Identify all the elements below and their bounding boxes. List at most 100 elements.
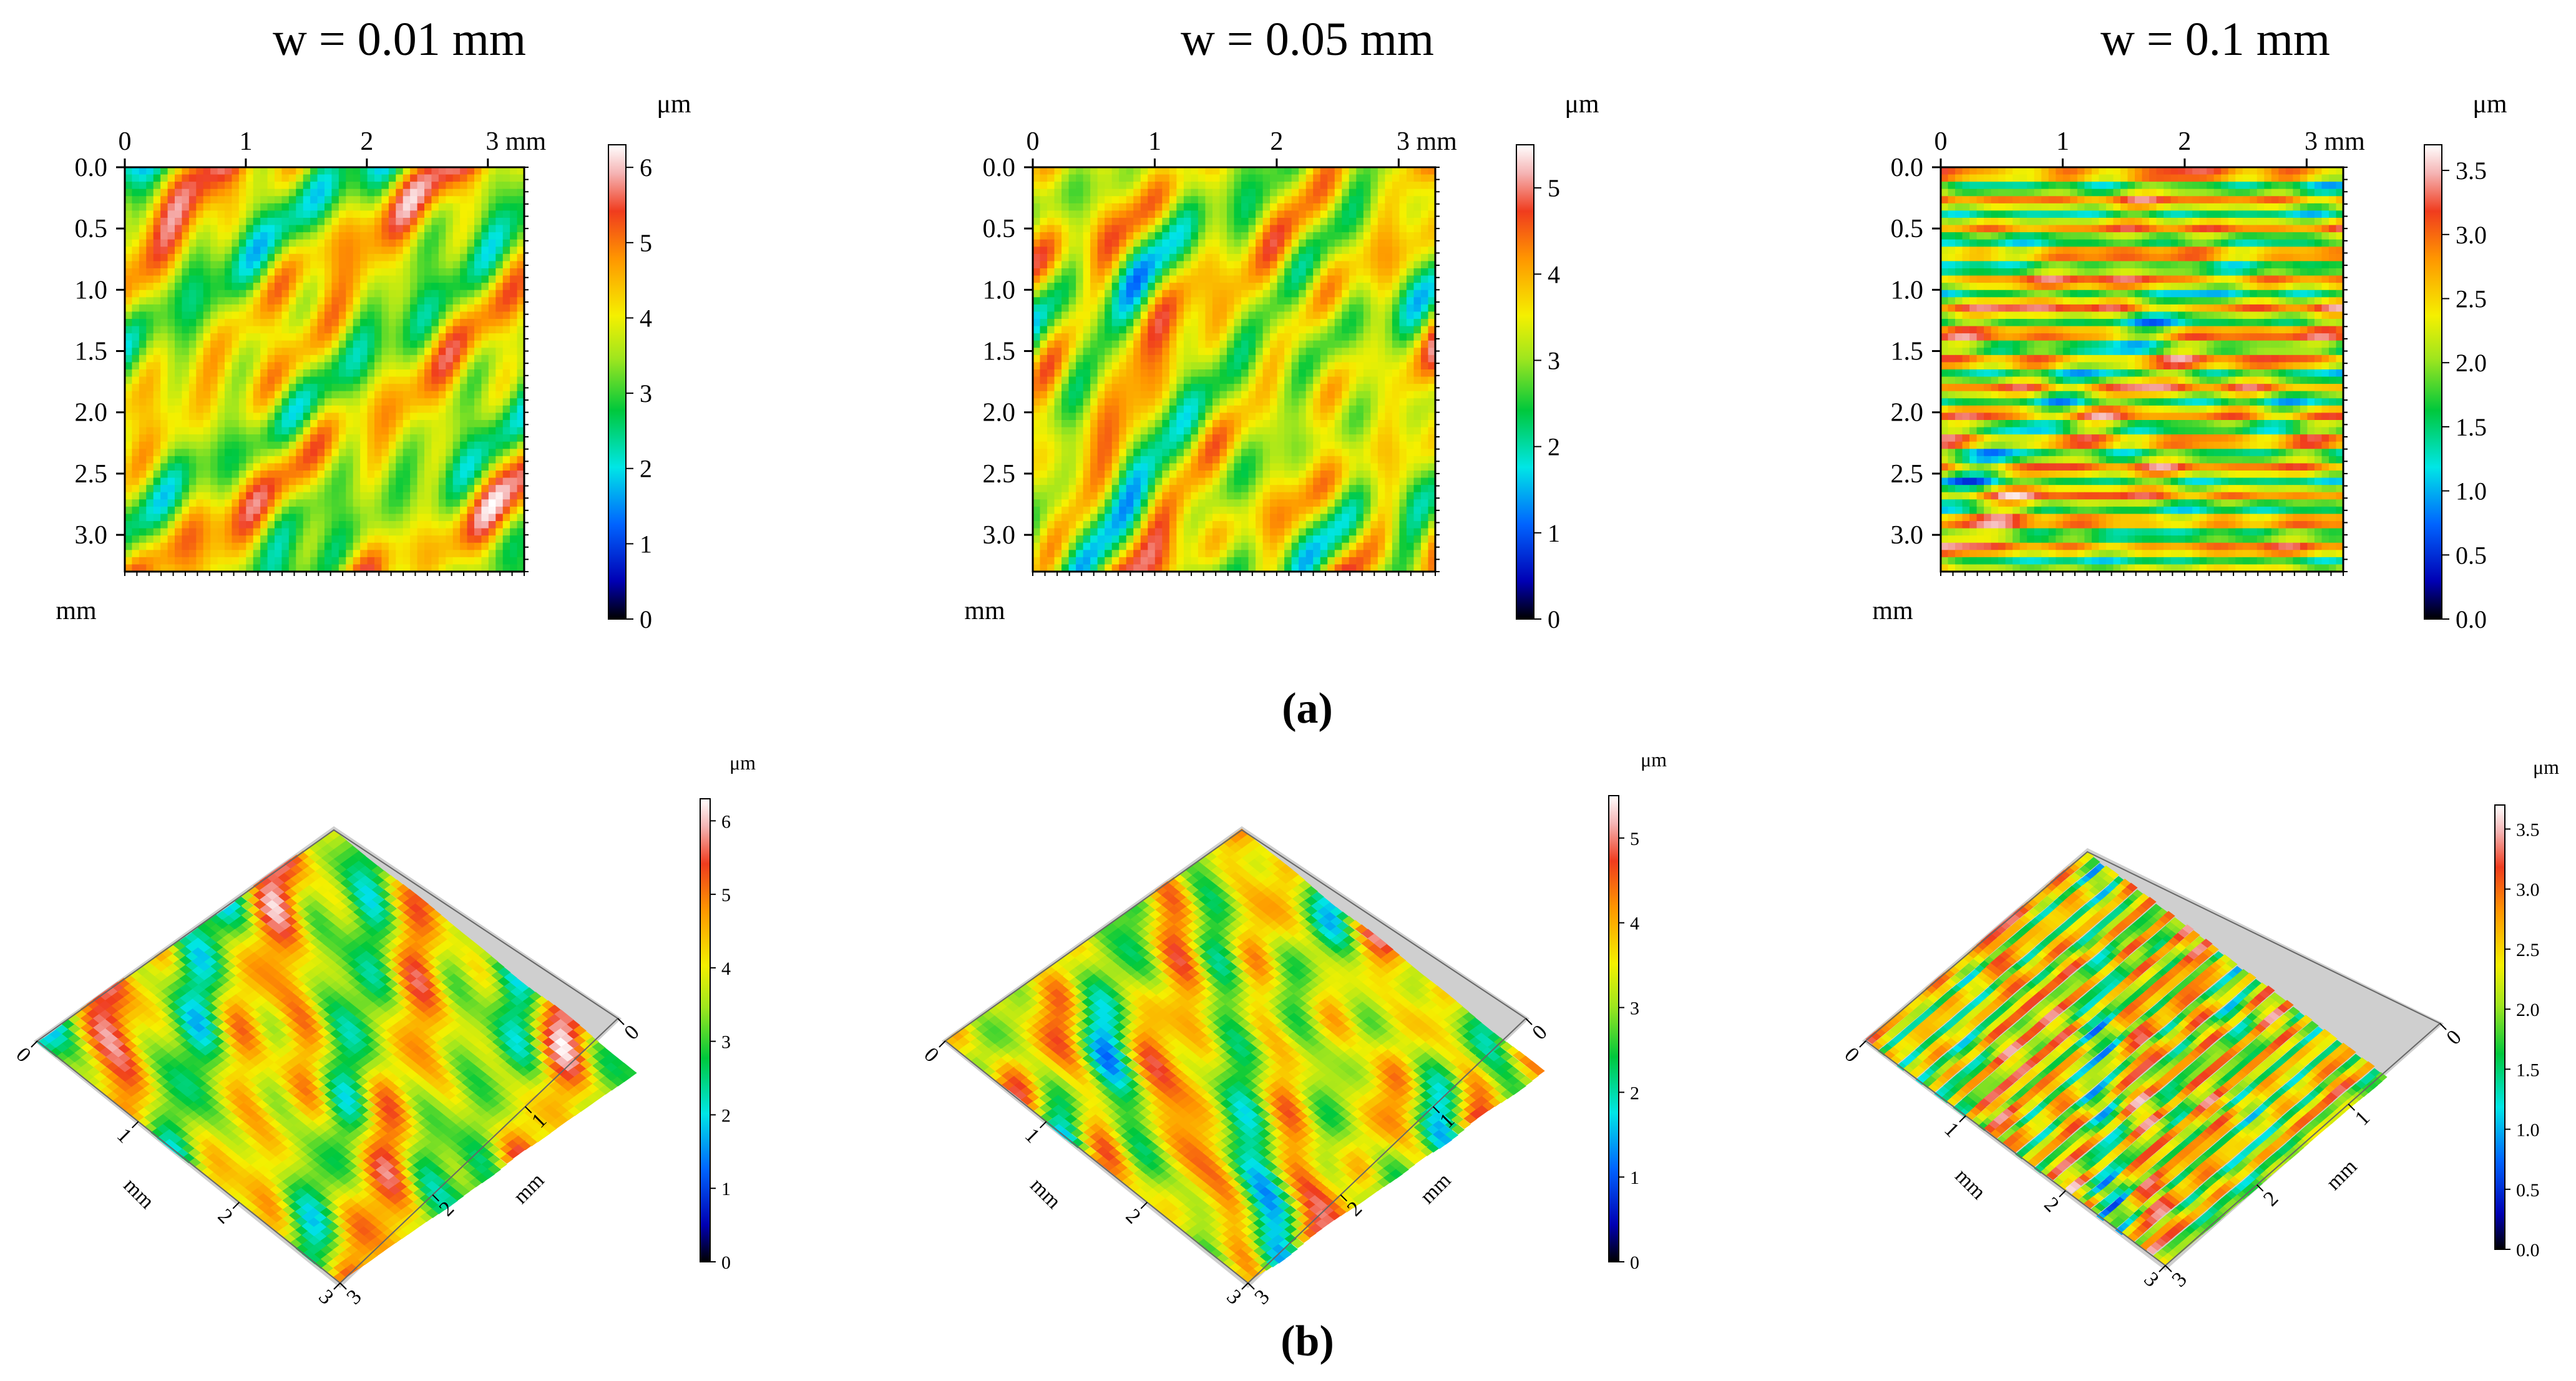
heatmap-cell (246, 232, 254, 240)
heatmap-cell (238, 499, 246, 507)
heatmap-cell (139, 557, 147, 565)
heatmap-cell (153, 471, 161, 479)
heatmap-cell (381, 528, 389, 536)
heatmap-cell (446, 319, 454, 327)
heatmap-cell (203, 311, 211, 320)
heatmap-cell (1111, 290, 1120, 298)
heatmap-cell (317, 218, 325, 226)
heatmap-cell (474, 420, 482, 428)
heatmap-cell (1105, 340, 1113, 348)
heatmap-cell (310, 564, 318, 572)
heatmap-cell (402, 196, 411, 204)
heatmap-cell (310, 333, 318, 341)
heatmap-cell (225, 348, 233, 356)
heatmap-cell (410, 405, 418, 414)
heatmap-cell (374, 550, 383, 558)
heatmap-cell (188, 557, 197, 565)
heatmap-cell (1377, 167, 1385, 175)
heatmap-cell (488, 182, 496, 190)
heatmap-cell (1183, 326, 1191, 334)
heatmap-cell (153, 564, 161, 572)
heatmap-cell (310, 218, 318, 226)
heatmap-cell (467, 420, 475, 428)
heatmap-cell (396, 514, 404, 522)
heatmap-cell (296, 333, 304, 341)
heatmap-cell (139, 232, 147, 240)
heatmap-cell (1363, 182, 1371, 190)
heatmap-cell (132, 398, 140, 406)
heatmap-cell (1040, 340, 1048, 348)
heatmap-cell (1349, 275, 1357, 283)
heatmap-cell (1191, 261, 1199, 269)
colorbar-tick-label: 3 (640, 379, 652, 407)
y-unit-label: mm (56, 597, 97, 625)
heatmap-cell (1083, 218, 1091, 226)
heatmap-cell (281, 449, 290, 457)
heatmap-cell (1226, 304, 1235, 313)
heatmap-cell (481, 218, 489, 226)
heatmap-cell (1133, 290, 1141, 298)
heatmap-cell (1385, 182, 1393, 190)
heatmap-cell (210, 506, 218, 515)
heatmap-cell (396, 218, 404, 226)
heatmap-cell (210, 420, 218, 428)
heatmap-cell (431, 398, 439, 406)
heatmap-cell (396, 333, 404, 341)
heatmap-cell (1234, 174, 1242, 182)
heatmap-cell (381, 319, 389, 327)
heatmap-cell (1299, 304, 1307, 313)
heatmap-cell (275, 420, 283, 428)
heatmap-cell (139, 174, 147, 182)
heatmap-cell (396, 340, 404, 348)
heatmap-cell (517, 412, 525, 421)
heatmap-cell (1270, 239, 1278, 247)
heatmap-cell (1363, 340, 1371, 348)
heatmap-cell (1105, 275, 1113, 283)
heatmap-cell (510, 471, 518, 479)
heatmap-cell (1270, 362, 1278, 370)
heatmap-cell (396, 542, 404, 550)
heatmap-cell (338, 506, 346, 515)
heatmap-cell (431, 268, 439, 276)
heatmap-cell (1033, 203, 1041, 212)
heatmap-cell (146, 398, 154, 406)
heatmap-cell (260, 203, 268, 212)
heatmap-cell (331, 326, 339, 334)
heatmap-cell (203, 550, 211, 558)
heatmap-cell (196, 290, 204, 298)
heatmap-cell (481, 420, 489, 428)
heatmap-cell (1140, 253, 1148, 262)
heatmap-cell (1169, 188, 1177, 197)
heatmap-cell (331, 398, 339, 406)
heatmap-cell (1342, 225, 1350, 233)
heatmap-cell (225, 232, 233, 240)
heatmap-cell (196, 246, 204, 255)
heatmap-cell (317, 283, 325, 291)
heatmap-cell (353, 405, 361, 414)
heatmap-cell (452, 362, 461, 370)
heatmap-cell (431, 232, 439, 240)
heatmap-cell (481, 369, 489, 378)
heatmap-cell (1148, 203, 1156, 212)
heatmap-cell (460, 304, 468, 313)
heatmap-cell (1241, 326, 1249, 334)
heatmap-cell (1385, 354, 1393, 363)
heatmap-cell (374, 521, 383, 529)
heatmap-cell (1262, 261, 1271, 269)
heatmap-cell (410, 528, 418, 536)
heatmap-cell (1169, 376, 1177, 384)
heatmap-cell (253, 174, 261, 182)
heatmap-cell (1262, 225, 1271, 233)
heatmap-cell (153, 232, 161, 240)
heatmap-cell (275, 232, 283, 240)
heatmap-cell (1169, 268, 1177, 276)
heatmap-cell (1327, 290, 1335, 298)
heatmap-cell (1248, 369, 1256, 378)
heatmap-cell (510, 333, 518, 341)
heatmap-cell (431, 499, 439, 507)
heatmap-cell (1205, 340, 1213, 348)
heatmap-cell (474, 283, 482, 291)
heatmap-cell (346, 174, 354, 182)
heatmap-cell (360, 471, 368, 479)
heatmap-cell (246, 485, 254, 493)
